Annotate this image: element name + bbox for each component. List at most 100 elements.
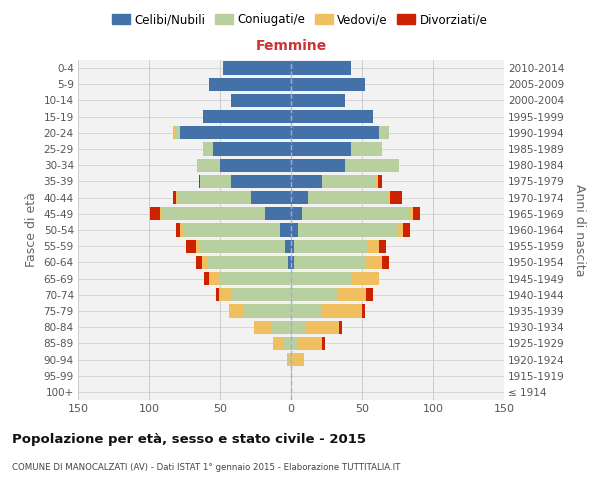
Bar	[322, 175, 376, 188]
Bar	[291, 142, 350, 156]
Bar	[288, 256, 291, 269]
Bar	[322, 304, 362, 318]
Bar	[350, 272, 379, 285]
Bar	[271, 320, 291, 334]
Bar	[291, 191, 308, 204]
Bar	[200, 240, 286, 253]
Bar	[350, 142, 382, 156]
Bar	[176, 224, 180, 236]
Bar	[302, 207, 410, 220]
Bar	[178, 191, 251, 204]
Bar	[376, 175, 377, 188]
Bar	[205, 272, 209, 285]
Bar	[216, 288, 218, 302]
Bar	[254, 320, 271, 334]
Bar	[291, 353, 292, 366]
Bar	[296, 336, 322, 350]
Bar	[232, 94, 291, 107]
Bar	[298, 224, 398, 236]
Bar	[173, 126, 175, 140]
Bar	[272, 336, 284, 350]
Bar	[196, 256, 202, 269]
Bar	[291, 110, 373, 124]
Bar	[162, 207, 265, 220]
Bar	[294, 240, 368, 253]
Bar	[382, 256, 389, 269]
Bar	[176, 191, 178, 204]
Bar	[218, 288, 232, 302]
Bar	[180, 224, 183, 236]
Bar	[186, 240, 196, 253]
Text: COMUNE DI MANOCALZATI (AV) - Dati ISTAT 1° gennaio 2015 - Elaborazione TUTTITALI: COMUNE DI MANOCALZATI (AV) - Dati ISTAT …	[12, 462, 400, 471]
Bar	[365, 256, 382, 269]
Legend: Celibi/Nubili, Coniugati/e, Vedovi/e, Divorziati/e: Celibi/Nubili, Coniugati/e, Vedovi/e, Di…	[107, 8, 493, 31]
Bar	[229, 304, 243, 318]
Bar	[413, 207, 420, 220]
Bar	[280, 224, 291, 236]
Bar	[291, 207, 302, 220]
Bar	[362, 304, 365, 318]
Bar	[345, 158, 399, 172]
Bar	[183, 224, 280, 236]
Bar	[290, 353, 291, 366]
Bar	[366, 288, 373, 302]
Bar	[292, 353, 304, 366]
Bar	[287, 353, 290, 366]
Bar	[284, 336, 291, 350]
Bar	[265, 207, 291, 220]
Bar	[291, 288, 338, 302]
Bar	[160, 207, 162, 220]
Bar	[220, 272, 291, 285]
Y-axis label: Fasce di età: Fasce di età	[25, 192, 38, 268]
Bar	[294, 256, 365, 269]
Bar	[243, 304, 291, 318]
Bar	[209, 78, 291, 91]
Bar	[322, 336, 325, 350]
Bar	[207, 256, 288, 269]
Bar	[251, 191, 291, 204]
Bar	[388, 191, 391, 204]
Bar	[291, 126, 379, 140]
Bar	[197, 158, 220, 172]
Bar	[180, 126, 291, 140]
Bar	[291, 336, 296, 350]
Bar	[232, 288, 291, 302]
Bar	[196, 240, 200, 253]
Bar	[368, 240, 379, 253]
Bar	[403, 224, 410, 236]
Bar	[379, 240, 386, 253]
Bar	[199, 175, 200, 188]
Bar	[410, 207, 413, 220]
Bar	[209, 272, 220, 285]
Bar	[213, 142, 291, 156]
Bar	[203, 110, 291, 124]
Y-axis label: Anni di nascita: Anni di nascita	[573, 184, 586, 276]
Bar	[291, 256, 294, 269]
Bar	[291, 78, 365, 91]
Bar	[377, 175, 382, 188]
Bar	[286, 240, 291, 253]
Bar	[173, 191, 176, 204]
Bar	[291, 240, 294, 253]
Bar	[200, 175, 232, 188]
Bar	[291, 175, 322, 188]
Bar	[175, 126, 180, 140]
Bar	[305, 320, 339, 334]
Bar	[339, 320, 342, 334]
Bar	[291, 272, 350, 285]
Bar	[223, 62, 291, 74]
Bar	[232, 175, 291, 188]
Bar	[391, 191, 402, 204]
Bar	[291, 94, 345, 107]
Bar	[291, 62, 350, 74]
Bar	[151, 207, 160, 220]
Bar	[291, 369, 292, 382]
Bar	[291, 320, 305, 334]
Text: Femmine: Femmine	[256, 39, 326, 53]
Bar	[398, 224, 403, 236]
Bar	[220, 158, 291, 172]
Text: Popolazione per età, sesso e stato civile - 2015: Popolazione per età, sesso e stato civil…	[12, 432, 366, 446]
Bar	[338, 288, 366, 302]
Bar	[291, 158, 345, 172]
Bar	[308, 191, 388, 204]
